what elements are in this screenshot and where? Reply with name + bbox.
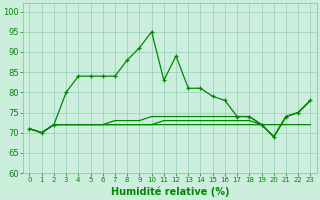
X-axis label: Humidité relative (%): Humidité relative (%) (111, 186, 229, 197)
